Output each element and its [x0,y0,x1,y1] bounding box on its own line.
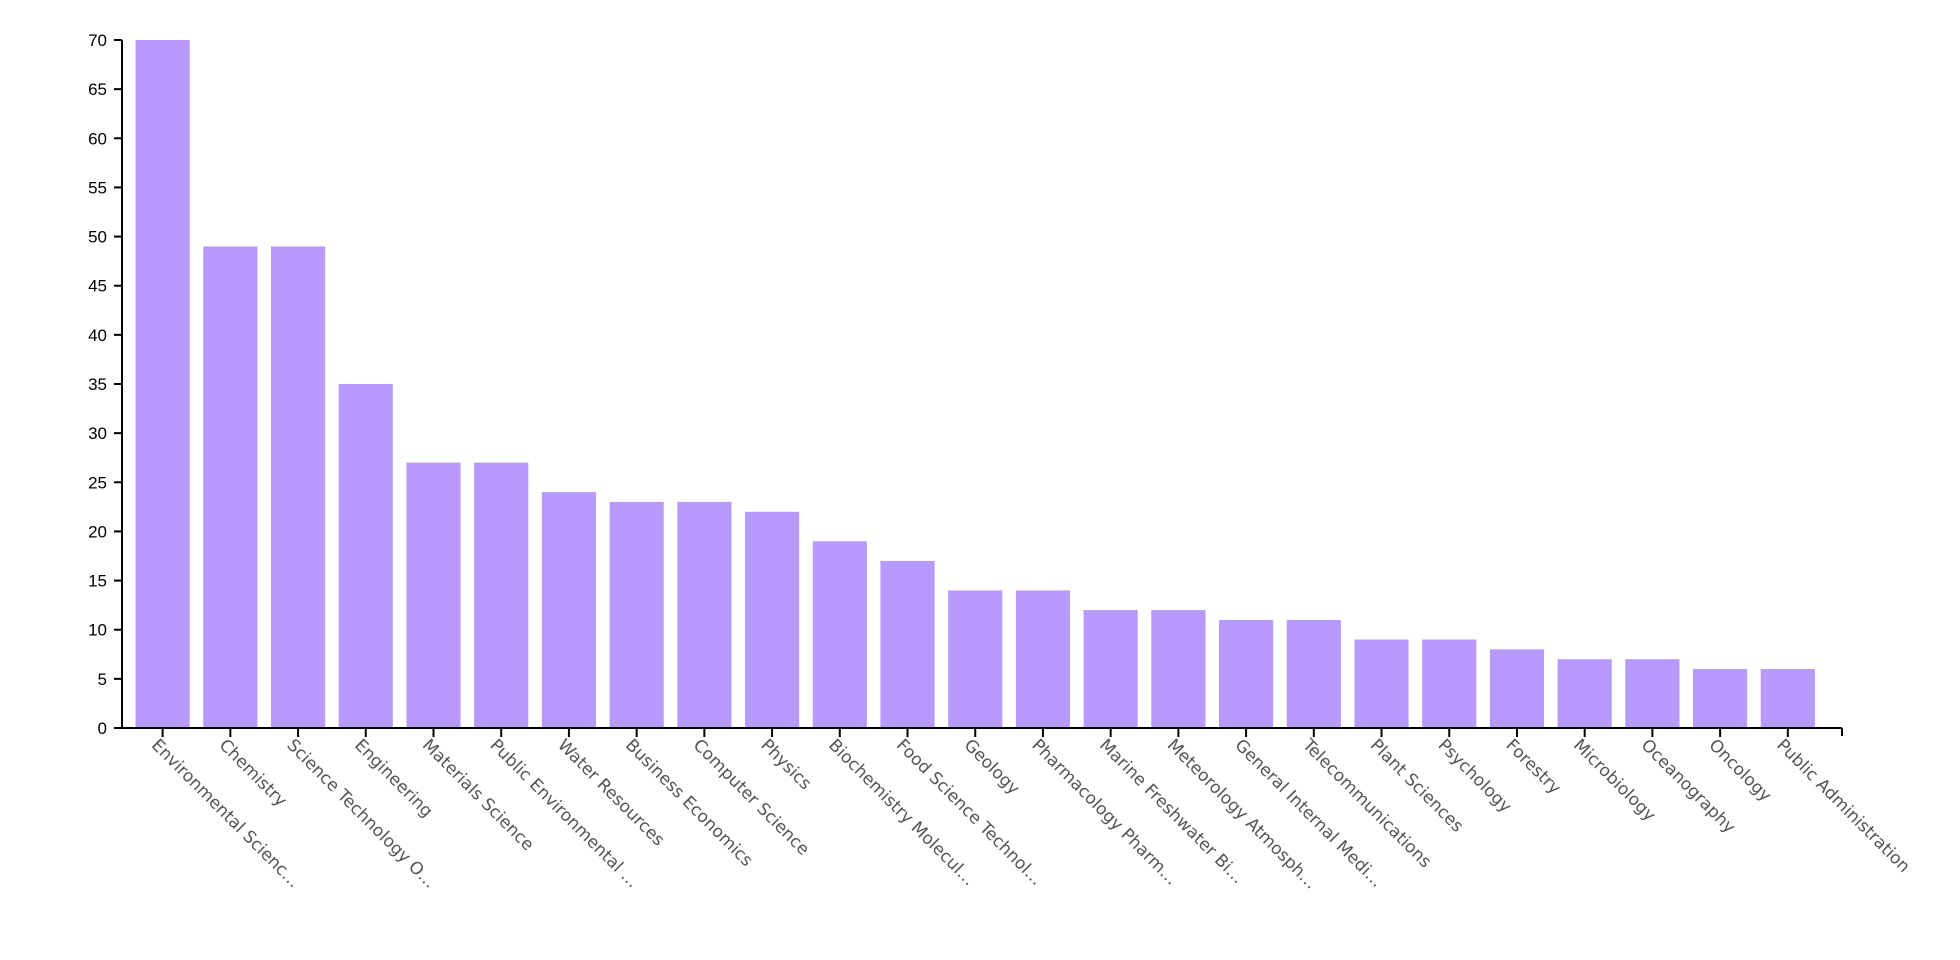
bar-18 [1354,639,1409,728]
bar-21 [1557,659,1612,728]
y-tick-label-50: 50 [88,228,107,247]
bar-20 [1489,649,1545,728]
y-axis: 0 5 10 15 20 25 30 35 40 45 50 55 60 65 70 [88,31,123,738]
y-tick-label-70: 70 [88,31,107,50]
x-tick-label-17: Telecommunications [1298,735,1436,873]
bar-11 [880,560,935,728]
bar-2 [270,246,326,728]
y-tick-label-30: 30 [88,424,107,443]
x-tick-label-24: Public Administration [1772,735,1914,877]
bar-3 [338,384,393,728]
bar-6 [541,492,597,728]
x-tick-label-4: Materials Science [418,735,538,855]
x-tick-label-12: Geology [960,735,1024,799]
bar-7 [609,501,664,728]
x-tick-label-7: Business Economics [621,735,757,871]
x-tick-label-23: Oncology [1705,735,1776,806]
y-tick-label-45: 45 [88,277,107,296]
bar-23 [1693,669,1748,728]
x-tick-label-9: Physics [757,735,816,794]
y-tick-label-35: 35 [88,375,107,394]
y-tick-label-55: 55 [88,178,107,197]
bar-4 [406,462,461,728]
bar-17 [1286,619,1341,728]
bar-16 [1219,619,1274,728]
bar-15 [1151,610,1206,728]
bar-1 [203,246,258,728]
y-tick-label-60: 60 [88,129,107,148]
bar-9 [744,511,800,728]
y-tick-label-40: 40 [88,326,107,345]
bars-group [135,40,1815,728]
bar-14 [1083,610,1138,728]
y-tick-label-15: 15 [88,572,107,591]
bar-22 [1625,659,1680,728]
bar-10 [812,541,867,728]
bar-5 [474,462,529,728]
x-tick-label-8: Computer Science [689,735,813,859]
y-tick-label-10: 10 [88,621,107,640]
y-tick-label-25: 25 [88,473,107,492]
bar-8 [677,501,732,728]
y-tick-label-20: 20 [88,522,107,541]
bar-12 [948,590,1003,728]
bar-13 [1015,590,1071,728]
y-tick-label-65: 65 [88,80,107,99]
y-tick-label-0: 0 [98,719,107,738]
bar-19 [1422,639,1477,728]
bar-24 [1760,669,1815,728]
x-tick-label-20: Forestry [1501,735,1564,798]
bar-0 [135,40,190,728]
y-tick-label-5: 5 [98,670,107,689]
